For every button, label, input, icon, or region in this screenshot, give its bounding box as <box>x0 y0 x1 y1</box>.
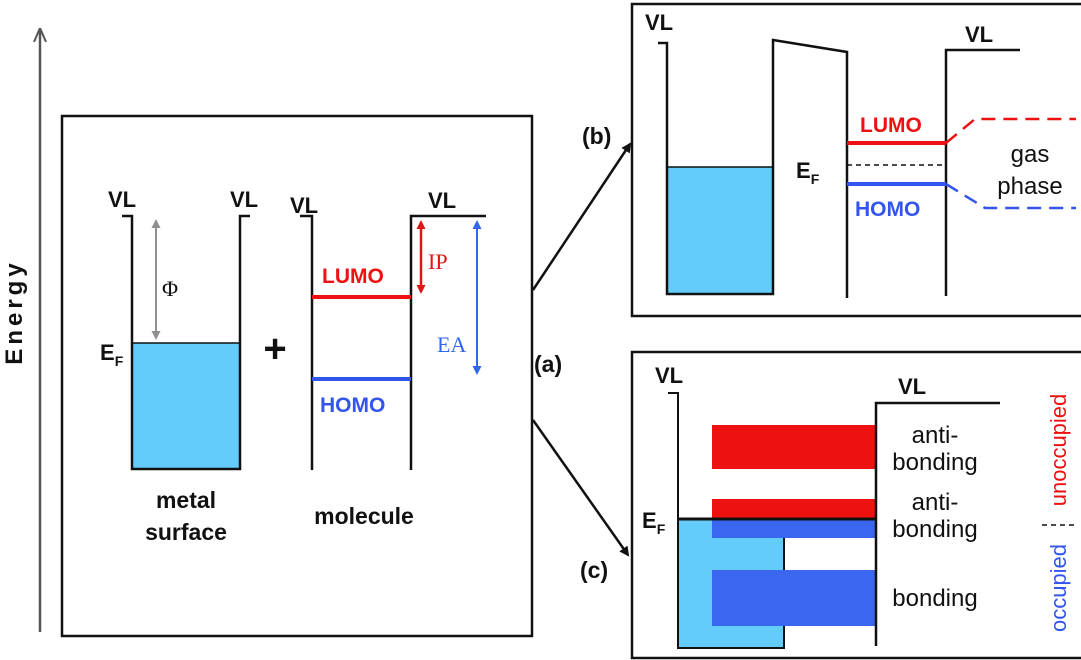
antibonding-band-mid-red <box>712 499 876 519</box>
bonding-band <box>712 570 876 626</box>
ef-label-b-main: E <box>796 158 811 183</box>
metal-well <box>122 214 250 471</box>
antibonding-band-mid-blue <box>712 519 876 538</box>
panel-c-frame <box>630 350 1081 660</box>
arrow-to-c <box>531 419 630 557</box>
lumo-label-a: LUMO <box>322 265 384 288</box>
metal-label-line1: metal <box>156 487 216 513</box>
panel-b-frame <box>630 2 1081 318</box>
vl-c-right: VL <box>898 374 926 399</box>
panel-b-tag: (b) <box>582 123 611 149</box>
panel-a: VL VL EF Φ + VL VL LUMO HOMO IP EA metal… <box>60 114 562 638</box>
ef-label-c: EF <box>642 508 666 537</box>
phi-label: Φ <box>162 276 178 301</box>
metal-well-b <box>658 38 849 298</box>
ef-label-a: EF <box>100 340 124 369</box>
molecule-label: molecule <box>314 503 414 529</box>
vl-metal-right: VL <box>230 187 258 212</box>
antibonding-label-2-line1: anti- <box>912 489 959 516</box>
homo-label-b: HOMO <box>855 198 920 221</box>
antibonding-label-1-line2: bonding <box>892 449 977 476</box>
vl-b-right: VL <box>965 22 993 47</box>
gas-label-line2: phase <box>997 173 1062 200</box>
homo-gas-dashed <box>945 182 1076 210</box>
panel-c-tag: (c) <box>580 557 608 583</box>
molecule-well-c <box>874 401 1000 646</box>
molecule-well-left <box>300 214 314 470</box>
vl-mol-left: VL <box>290 193 318 218</box>
vl-c-left: VL <box>655 363 683 388</box>
antibonding-label-1-line1: anti- <box>912 422 959 449</box>
vl-mol-right: VL <box>428 188 456 213</box>
occupied-label: occupied <box>1046 544 1071 632</box>
ip-label: IP <box>428 249 448 274</box>
panel-b: (b) VL VL EF LUMO HOMO gas phase <box>582 2 1081 318</box>
panel-a-frame <box>60 114 534 638</box>
ef-label-b-sub: F <box>811 171 820 187</box>
antibonding-label-2-line2: bonding <box>892 516 977 543</box>
molecule-well-right <box>409 214 486 470</box>
panel-a-tag: (a) <box>534 351 562 377</box>
molecule-well-b <box>944 48 1020 296</box>
energy-axis: Energy <box>1 30 40 632</box>
arrow-to-b <box>531 142 632 291</box>
plus-sign: + <box>263 327 286 371</box>
ef-label-b: EF <box>796 158 820 187</box>
panel-c: (c) VL VL EF anti- bonding anti- bonding… <box>580 350 1081 660</box>
unoccupied-label: unoccupied <box>1046 394 1071 507</box>
ef-label-c-sub: F <box>657 521 666 537</box>
lumo-gas-dashed <box>945 117 1076 144</box>
metal-fill-b <box>667 167 773 294</box>
ef-label-c-main: E <box>642 508 657 533</box>
ea-label: EA <box>437 332 466 357</box>
energy-axis-label: Energy <box>1 259 28 364</box>
antibonding-band-high <box>712 425 876 469</box>
metal-label-line2: surface <box>145 519 227 545</box>
vl-b-left: VL <box>645 10 673 35</box>
metal-fill <box>132 343 240 469</box>
lumo-label-b: LUMO <box>860 114 922 137</box>
ef-label-a-sub: F <box>115 353 124 369</box>
homo-label-a: HOMO <box>320 394 385 417</box>
vl-metal-left: VL <box>108 187 136 212</box>
ef-label-a-main: E <box>100 340 115 365</box>
gas-label-line1: gas <box>1011 141 1050 168</box>
bonding-label: bonding <box>892 585 977 612</box>
